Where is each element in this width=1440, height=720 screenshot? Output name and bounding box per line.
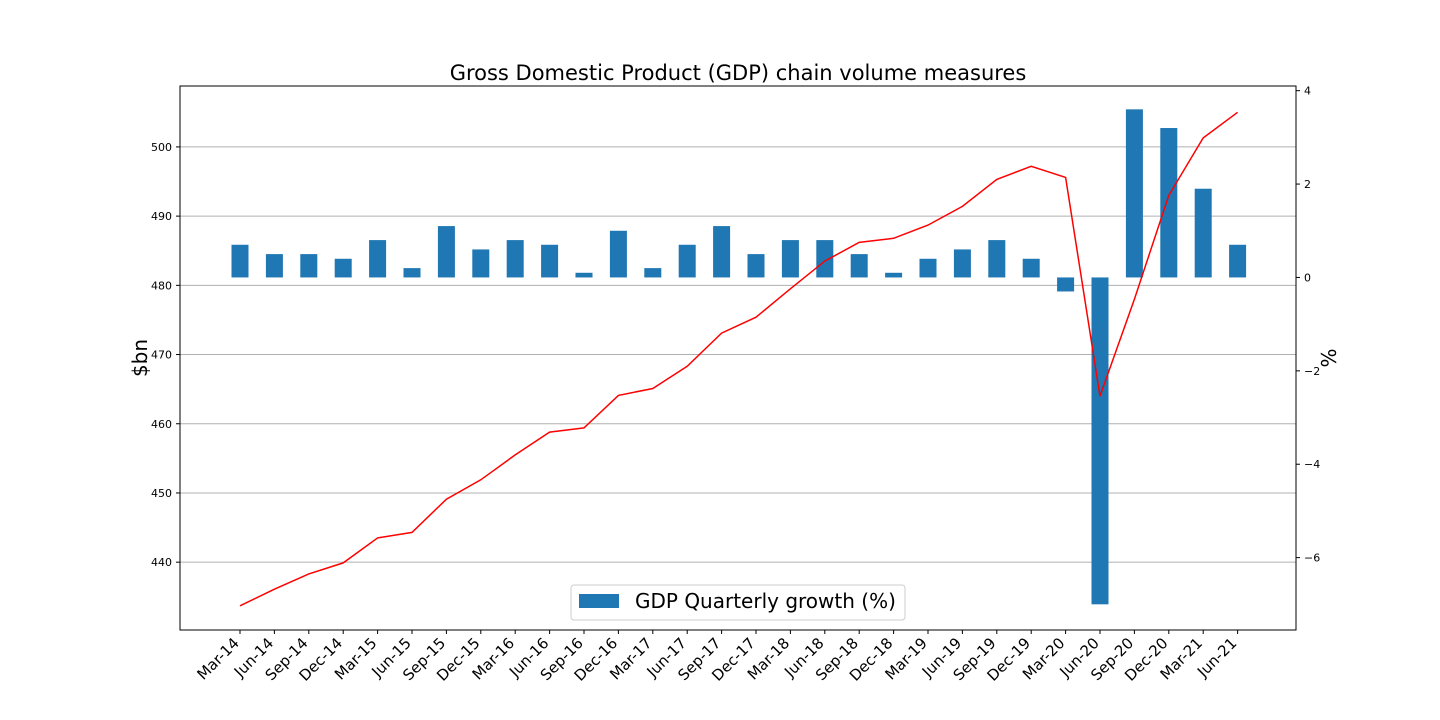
bar	[919, 258, 937, 278]
bar	[678, 244, 696, 278]
bar	[265, 254, 283, 278]
y-axis-label-right: %	[1317, 348, 1341, 367]
right-axis: −6 −4 −2 0 2 4	[1296, 85, 1320, 565]
chart-title: Gross Domestic Product (GDP) chain volum…	[450, 61, 1027, 85]
bar	[1091, 277, 1109, 605]
bar	[1057, 277, 1075, 292]
bar	[472, 249, 490, 278]
x-tick-label: Mar-14	[193, 634, 242, 683]
bar	[988, 240, 1006, 278]
bar	[541, 244, 559, 278]
bar	[747, 254, 765, 278]
bar	[437, 226, 455, 278]
y-tick-label: 450	[151, 487, 172, 500]
bar	[1160, 128, 1178, 278]
bar	[1022, 258, 1040, 278]
bar	[713, 226, 731, 278]
plot-frame	[179, 85, 1297, 631]
legend: GDP Quarterly growth (%)	[570, 584, 906, 621]
y-tick-label: 470	[151, 349, 172, 362]
bar	[781, 240, 799, 278]
x-axis: Mar-14Jun-14Sep-14Dec-14Mar-15Jun-15Sep-…	[193, 630, 1240, 685]
grid-lines	[180, 146, 1296, 563]
left-axis: 440 450 460 470 480 490 500	[151, 141, 180, 569]
bar	[1125, 109, 1143, 278]
y-tick-label: 440	[151, 556, 172, 569]
bar	[403, 268, 421, 278]
y2-tick-label: 4	[1304, 85, 1311, 98]
bar	[609, 230, 627, 278]
line-series	[239, 111, 1239, 607]
y-axis-label-left: $bn	[128, 339, 152, 377]
bar	[231, 244, 249, 278]
bar	[816, 240, 834, 278]
bar	[850, 254, 868, 278]
bar	[644, 268, 662, 278]
legend-swatch	[579, 594, 619, 608]
bar	[300, 254, 318, 278]
bar	[369, 240, 387, 278]
bar	[575, 272, 593, 278]
bar-series	[231, 109, 1247, 605]
y2-tick-label: −6	[1304, 552, 1320, 565]
bar	[953, 249, 971, 278]
y-tick-label: 500	[151, 141, 172, 154]
bar	[1194, 188, 1212, 278]
y2-tick-label: −4	[1304, 458, 1320, 471]
y2-tick-label: 0	[1304, 271, 1311, 284]
y2-tick-label: −2	[1304, 365, 1320, 378]
y-tick-label: 460	[151, 418, 172, 431]
y2-tick-label: 2	[1304, 178, 1311, 191]
bar	[334, 258, 352, 278]
legend-label: GDP Quarterly growth (%)	[635, 589, 896, 613]
bar	[1229, 244, 1247, 278]
bar	[885, 272, 903, 278]
bar	[506, 240, 524, 278]
gdp-line	[239, 111, 1239, 607]
y-tick-label: 490	[151, 210, 172, 223]
legend-box	[570, 584, 906, 621]
y-tick-label: 480	[151, 279, 172, 292]
